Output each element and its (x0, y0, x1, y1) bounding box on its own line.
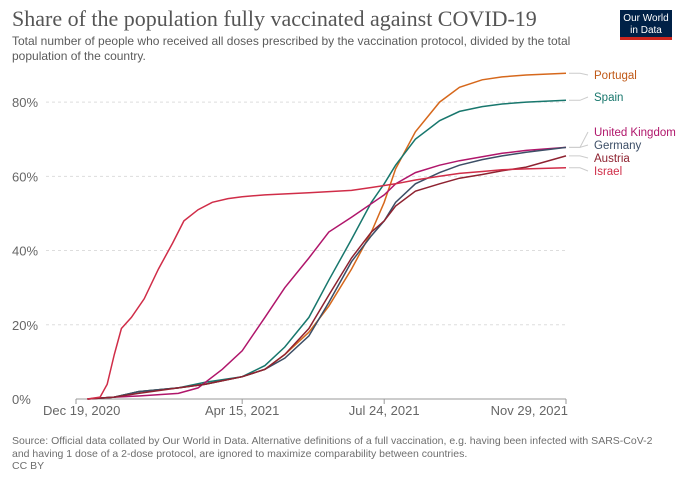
chart-subtitle: Total number of people who received all … (12, 34, 571, 63)
chart-title: Share of the population fully vaccinated… (12, 6, 537, 31)
owid-logo[interactable]: Our World in Data (620, 10, 672, 40)
series-line-united-kingdom[interactable] (87, 146, 567, 400)
series-label[interactable]: Germany (594, 140, 642, 152)
x-tick-label: Nov 29, 2021 (491, 403, 568, 418)
license-note: CC BY (12, 460, 45, 472)
series-label[interactable]: Austria (594, 153, 630, 165)
y-tick-label: 80% (12, 95, 38, 110)
label-connector (569, 144, 589, 148)
series-labels: Portugal Spain United KingdomGermanyAustri… (569, 70, 676, 178)
series-label[interactable]: United Kingdom (594, 127, 676, 139)
x-tick-label: Apr 15, 2021 (205, 403, 279, 418)
series-line-spain[interactable] (87, 99, 567, 400)
label-connector (569, 96, 589, 101)
x-tick-label: Jul 24, 2021 (349, 403, 420, 418)
series-lines (87, 72, 567, 400)
series-label[interactable]: Portugal (594, 70, 637, 82)
y-tick-label: 0% (12, 392, 31, 407)
series-line-germany[interactable] (87, 146, 567, 400)
source-note: Source: Official data collated by Our Wo… (12, 435, 653, 460)
y-tick-label: 40% (12, 244, 38, 259)
label-connector (569, 155, 589, 159)
x-tick-label: Dec 19, 2020 (43, 403, 120, 418)
chart-footer: Source: Official data collated by Our Wo… (12, 435, 662, 473)
label-connector (569, 167, 589, 172)
series-line-austria[interactable] (87, 155, 567, 400)
grid-lines (46, 101, 566, 326)
series-label[interactable]: Israel (594, 166, 622, 178)
series-label[interactable]: Spain (594, 92, 623, 104)
x-axis: Dec 19, 2020 Apr 15, 2021 Jul 24, 2021 Nov … (43, 398, 568, 418)
y-tick-label: 60% (12, 169, 38, 184)
label-connector (569, 72, 589, 76)
y-tick-label: 20% (12, 318, 38, 333)
logo-line-1: Our World (623, 13, 669, 24)
label-connector (569, 131, 589, 148)
logo-line-2: in Data (630, 25, 662, 36)
series-line-israel[interactable] (87, 167, 567, 400)
y-axis-ticks: 0% 20% 40% 60% 80% (12, 95, 38, 407)
series-line-portugal[interactable] (87, 72, 567, 400)
